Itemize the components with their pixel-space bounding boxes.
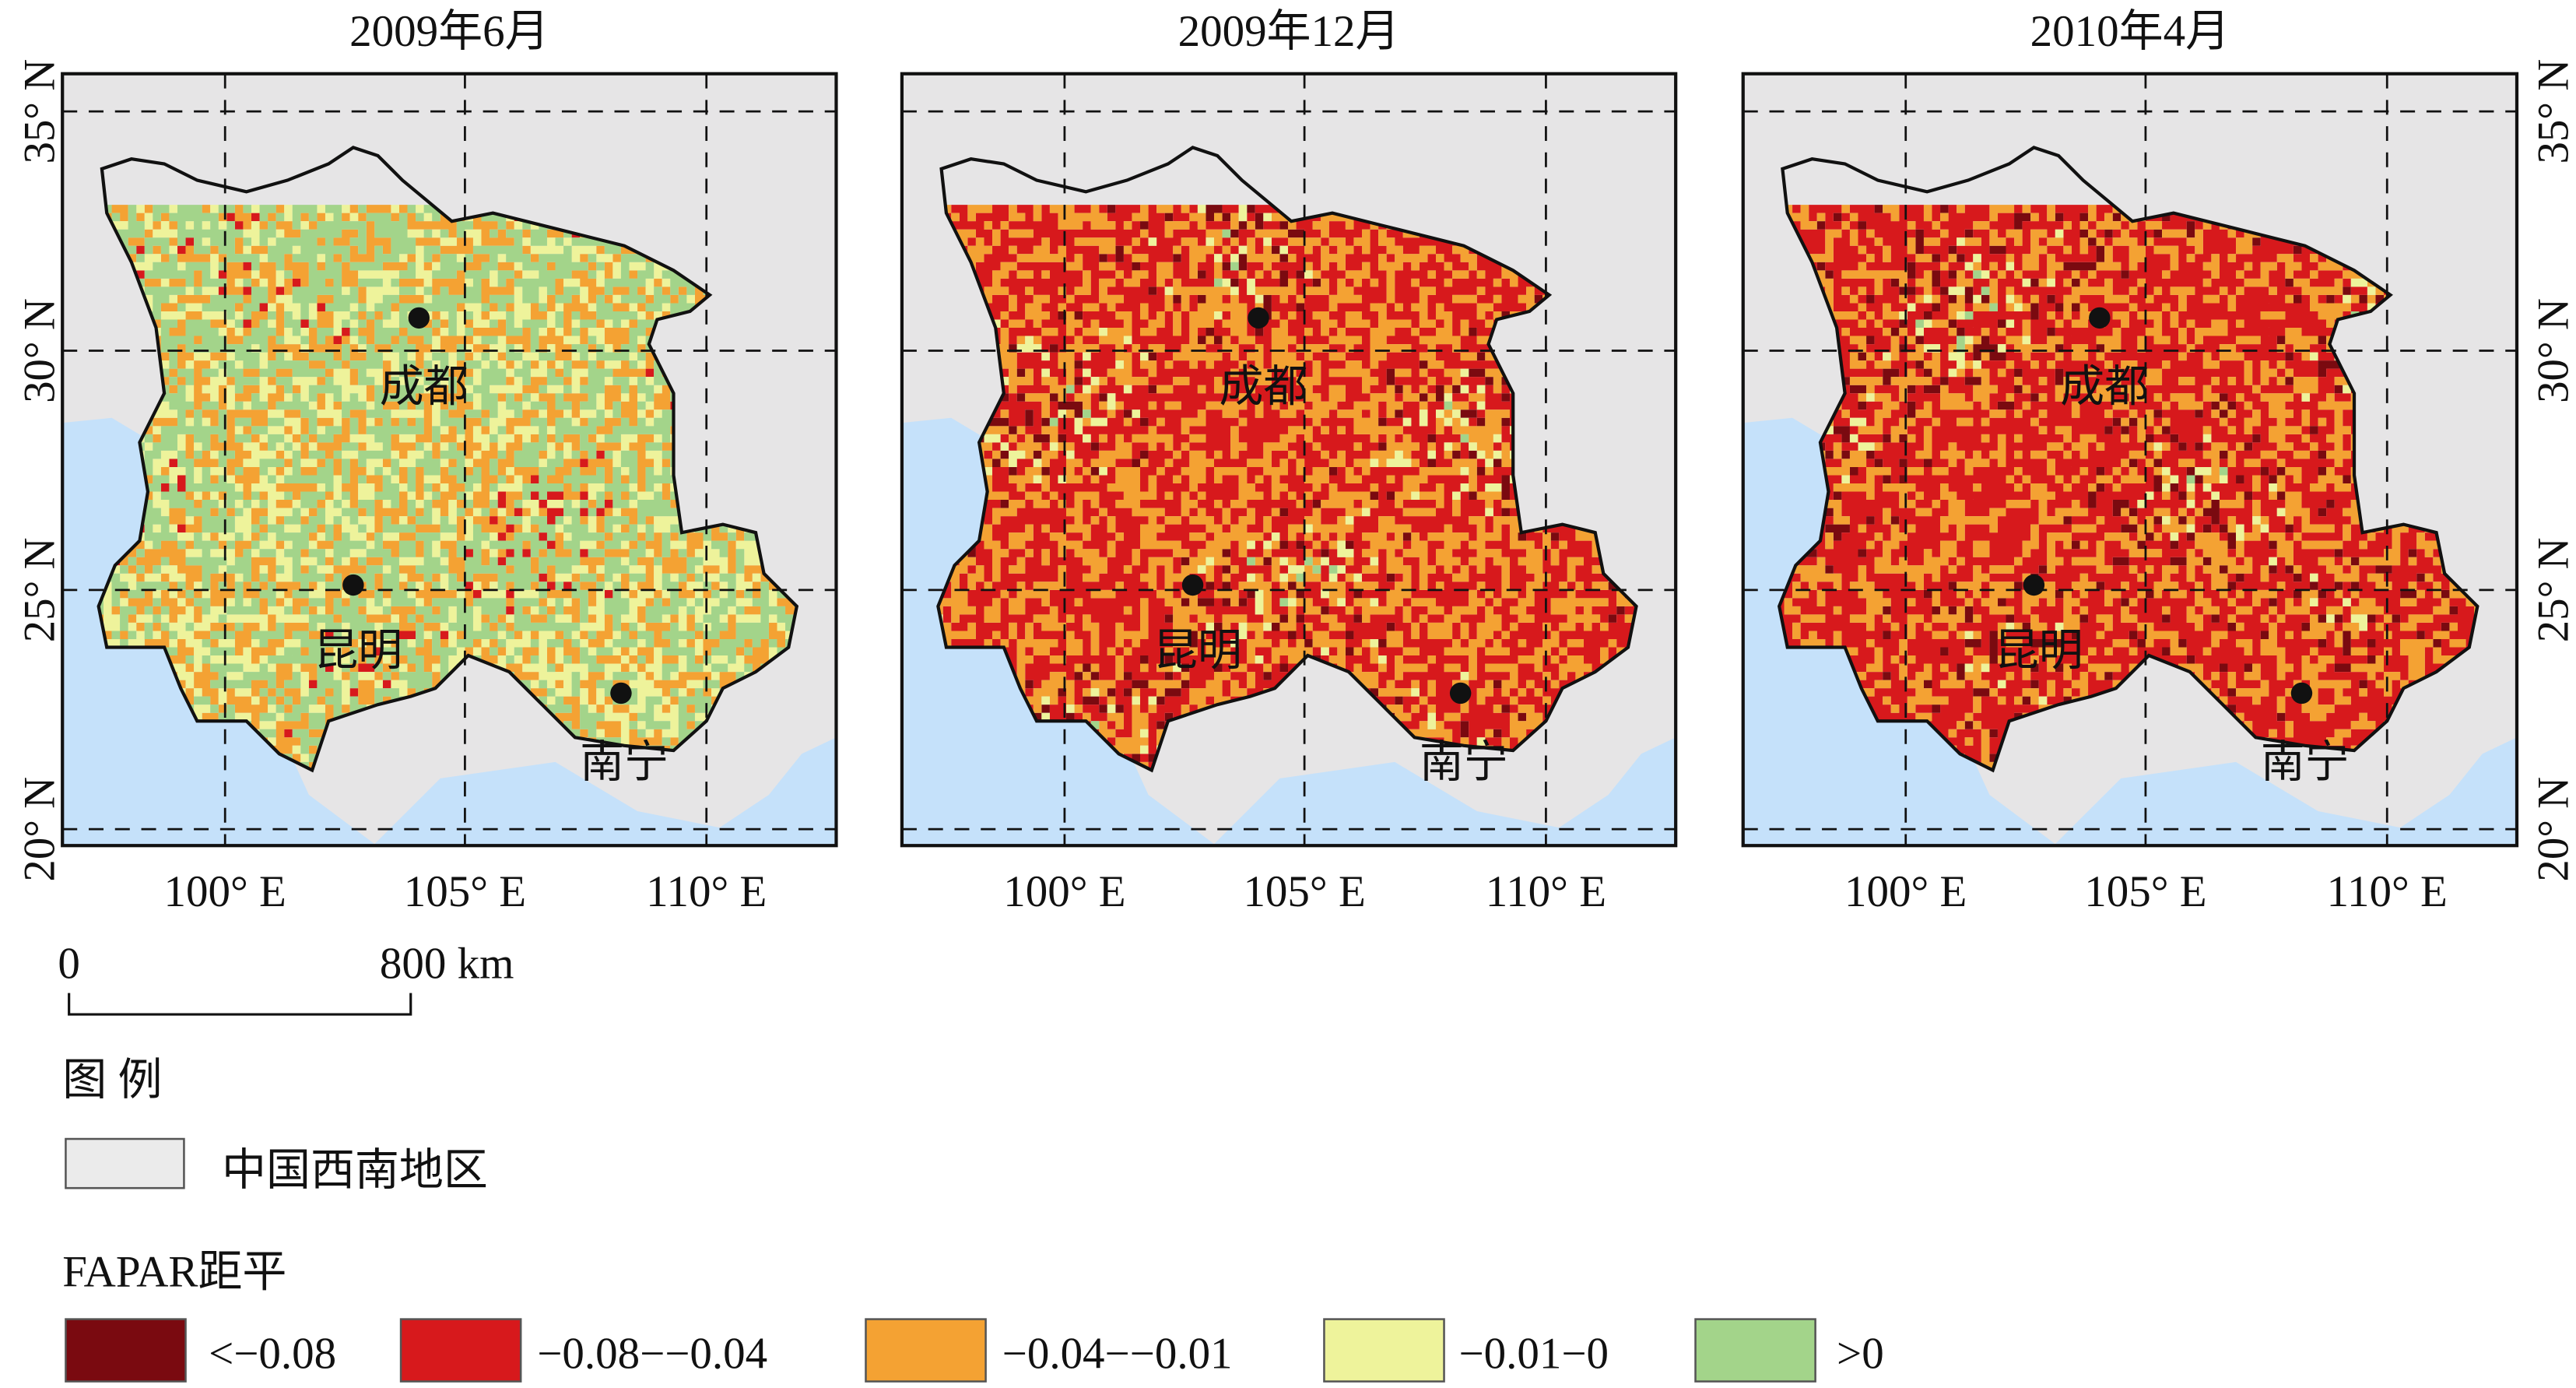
fapar-class-area	[1779, 205, 2478, 771]
y-label: 35° N	[2529, 59, 2576, 164]
class-label: −0.04−−0.01	[1002, 1330, 1233, 1379]
panel-frame	[900, 72, 1678, 848]
city-dot	[1449, 682, 1472, 705]
city-dot	[610, 682, 632, 705]
y-label: 25° N	[2529, 537, 2576, 642]
y-label: 25° N	[16, 537, 65, 642]
y-label: 35° N	[16, 59, 65, 164]
city-label: 昆明	[314, 627, 402, 676]
class-swatch	[399, 1318, 522, 1383]
y-label: 20° N	[2529, 777, 2576, 882]
x-label: 100° E	[1003, 867, 1125, 916]
region-outline	[1777, 146, 2479, 773]
class-label: <−0.08	[209, 1330, 336, 1379]
legend-title: 图 例	[62, 1056, 162, 1105]
panel-frame	[61, 72, 838, 848]
city-label: 成都	[1219, 363, 1307, 412]
x-label: 110° E	[646, 867, 767, 916]
panel-title: 2009年6月	[349, 7, 549, 56]
x-label: 100° E	[164, 867, 286, 916]
city-dot	[1248, 307, 1269, 329]
legend: 图 例 中国西南地区 FAPAR距平 <−0.08 −0.08−−0.04 −0.0…	[62, 1056, 1884, 1383]
region-swatch	[65, 1137, 185, 1189]
city-dot	[1181, 574, 1204, 596]
class-swatch	[1323, 1318, 1445, 1383]
fapar-class-area	[98, 205, 797, 771]
scale-end: 800 km	[380, 940, 514, 989]
class-label: −0.01−0	[1459, 1330, 1609, 1379]
x-label: 110° E	[2327, 867, 2448, 916]
scale-start: 0	[58, 940, 79, 989]
y-label: 20° N	[16, 777, 65, 882]
city-dot	[342, 574, 364, 596]
class-swatch	[1694, 1318, 1816, 1383]
scale-line	[68, 993, 412, 1016]
city-label: 昆明	[1153, 627, 1242, 676]
y-label: 30° N	[16, 298, 65, 403]
city-label: 成都	[380, 363, 469, 412]
fapar-class-area	[938, 205, 1637, 771]
city-label: 成都	[2060, 363, 2149, 412]
class-swatch	[65, 1318, 187, 1383]
fapar-class-area	[98, 205, 797, 771]
city-label: 南宁	[2261, 738, 2350, 787]
fapar-texture	[98, 205, 797, 771]
x-label: 105° E	[1243, 867, 1365, 916]
x-label: 105° E	[2084, 867, 2206, 916]
city-dot	[408, 307, 430, 329]
x-label: 105° E	[404, 867, 526, 916]
panel-title: 2009年12月	[1178, 7, 1400, 56]
sea	[1742, 417, 2518, 846]
city-dot	[2089, 307, 2111, 329]
city-dot	[2290, 682, 2313, 705]
scale-bar: 0 800 km	[58, 940, 514, 1016]
city-label: 南宁	[1420, 738, 1508, 787]
class-label: −0.08−−0.04	[537, 1330, 767, 1379]
fapar-title: FAPAR距平	[62, 1248, 286, 1297]
fapar-texture	[1779, 205, 2478, 771]
sea	[62, 417, 837, 846]
panel-frame	[1741, 72, 2519, 848]
class-label: >0	[1837, 1330, 1884, 1379]
x-label: 110° E	[1486, 867, 1606, 916]
class-swatch	[865, 1318, 987, 1383]
fapar-texture	[938, 205, 1637, 771]
fapar-class-area	[938, 205, 1637, 771]
x-label: 100° E	[1844, 867, 1967, 916]
fapar-class-area	[938, 205, 1637, 771]
fapar-class-area	[1779, 205, 2478, 771]
sea	[901, 417, 1676, 846]
city-dot	[2023, 574, 2045, 596]
region-label: 中国西南地区	[222, 1146, 488, 1195]
city-label: 昆明	[1995, 627, 2083, 676]
panel-title: 2010年4月	[2030, 7, 2230, 56]
city-label: 南宁	[580, 738, 669, 787]
region-outline	[936, 146, 1638, 773]
y-label: 30° N	[2529, 298, 2576, 403]
region-outline	[97, 146, 799, 773]
